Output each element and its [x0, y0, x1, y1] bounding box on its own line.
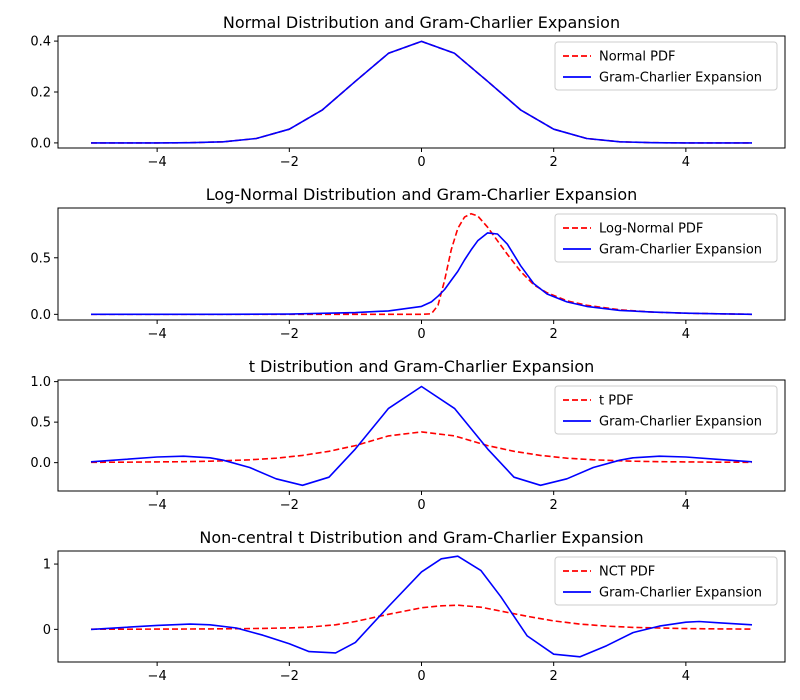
chart-panel-4: Non-central t Distribution and Gram-Char… — [43, 528, 786, 684]
x-tick-label: −2 — [280, 327, 299, 342]
x-tick-label: 0 — [417, 498, 425, 513]
series-line-2 — [90, 555, 753, 658]
y-tick-label: 0.4 — [30, 35, 51, 50]
plot-area — [90, 555, 753, 658]
plot-area — [91, 40, 752, 144]
x-tick-label: −4 — [148, 498, 167, 513]
plot-area — [91, 212, 753, 316]
legend-label-1: t PDF — [599, 394, 634, 409]
x-tick-label: 4 — [682, 669, 690, 684]
legend-label-2: Gram-Charlier Expansion — [599, 586, 762, 601]
chart-panel-3: t Distribution and Gram-Charlier Expansi… — [30, 357, 786, 513]
legend-label-2: Gram-Charlier Expansion — [599, 71, 762, 86]
x-tick-label: −2 — [280, 498, 299, 513]
x-tick-label: 4 — [682, 327, 690, 342]
legend-box — [554, 385, 778, 435]
y-tick-label: 1 — [43, 558, 51, 573]
x-tick-label: −4 — [148, 327, 167, 342]
legend: Log-Normal PDF Gram-Charlier Expansion — [554, 213, 778, 263]
legend-box — [554, 41, 778, 91]
x-tick-label: 2 — [550, 498, 558, 513]
chart-title: Log-Normal Distribution and Gram-Charlie… — [206, 185, 638, 204]
x-tick-label: 2 — [550, 327, 558, 342]
y-tick-label: 0.5 — [30, 416, 51, 431]
legend-box — [554, 556, 778, 606]
chart-panel-2: Log-Normal Distribution and Gram-Charlie… — [30, 185, 786, 342]
legend: t PDF Gram-Charlier Expansion — [554, 385, 778, 435]
y-tick-label: 0.2 — [30, 86, 51, 101]
legend-label-2: Gram-Charlier Expansion — [599, 243, 762, 258]
series-line-1 — [91, 604, 753, 631]
x-tick-label: 0 — [417, 669, 425, 684]
x-tick-label: 4 — [682, 498, 690, 513]
y-tick-label: 0 — [43, 623, 51, 638]
chart-title: Non-central t Distribution and Gram-Char… — [199, 528, 643, 547]
legend-label-1: NCT PDF — [599, 565, 655, 580]
y-tick-label: 0.0 — [30, 456, 51, 471]
x-tick-label: −4 — [148, 669, 167, 684]
x-tick-label: 2 — [550, 669, 558, 684]
legend-label-1: Normal PDF — [599, 50, 676, 65]
x-tick-label: −2 — [280, 669, 299, 684]
y-tick-label: 1.0 — [30, 375, 51, 390]
x-tick-label: 4 — [682, 155, 690, 170]
x-tick-label: 0 — [417, 327, 425, 342]
chart-panel-1: Normal Distribution and Gram-Charlier Ex… — [30, 13, 786, 170]
y-tick-label: 0.0 — [30, 136, 51, 151]
series-line-1 — [90, 431, 753, 464]
legend: NCT PDF Gram-Charlier Expansion — [554, 556, 778, 606]
legend-label-2: Gram-Charlier Expansion — [599, 415, 762, 430]
y-tick-label: 0.0 — [30, 308, 51, 323]
series-line-2 — [91, 232, 753, 316]
series-line-1 — [91, 212, 753, 316]
x-tick-label: 0 — [417, 155, 425, 170]
series-line-2 — [90, 385, 753, 487]
x-tick-label: −2 — [280, 155, 299, 170]
y-tick-label: 0.5 — [30, 251, 51, 266]
chart-title: t Distribution and Gram-Charlier Expansi… — [249, 357, 595, 376]
plot-area — [90, 385, 753, 487]
x-tick-label: −4 — [148, 155, 167, 170]
legend-box — [554, 213, 778, 263]
chart-title: Normal Distribution and Gram-Charlier Ex… — [223, 13, 620, 32]
series-line-2 — [91, 40, 752, 144]
legend: Normal PDF Gram-Charlier Expansion — [554, 41, 778, 91]
x-tick-label: 2 — [550, 155, 558, 170]
legend-label-1: Log-Normal PDF — [599, 222, 703, 237]
